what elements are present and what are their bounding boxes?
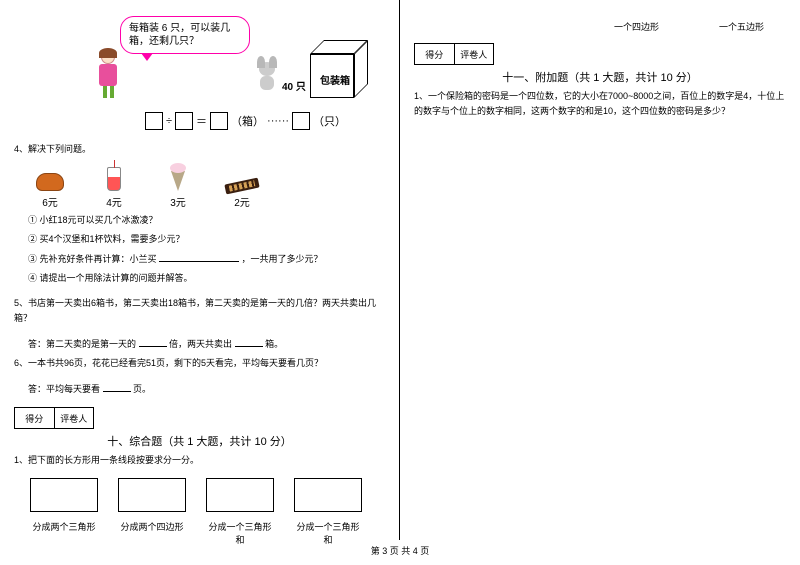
- label-d: 分成一个三角形和: [294, 520, 362, 546]
- top-label-b: 一个五边形: [719, 20, 764, 33]
- left-column: 每箱装 6 只，可以装几 箱，还剩几只？ 40 只 包装箱 ÷ ＝ （箱） ··…: [0, 0, 400, 540]
- label-c: 分成一个三角形和: [206, 520, 274, 546]
- rect-4: [294, 478, 362, 512]
- score-label: 得分: [15, 408, 55, 428]
- price-1: 6元: [30, 194, 70, 209]
- blank-box: [145, 112, 163, 130]
- item-icecream: 3元: [158, 163, 198, 209]
- section-10-title: 十、综合题（共 1 大题，共计 10 分）: [14, 433, 385, 449]
- label-b: 分成两个四边形: [118, 520, 186, 546]
- rect-2: [118, 478, 186, 512]
- drink-icon: [107, 167, 121, 191]
- fill-blank-sm: [103, 381, 131, 392]
- plush-toy-icon: [255, 62, 279, 92]
- unit-count: （只）: [313, 113, 346, 129]
- fill-blank-sm: [235, 336, 263, 347]
- chocolate-icon: [224, 178, 259, 195]
- grader-label: 评卷人: [55, 408, 94, 428]
- s10-q1: 1、把下面的长方形用一条线段按要求分一分。: [14, 453, 385, 468]
- price-4: 2元: [222, 194, 262, 209]
- score-label-r: 得分: [415, 44, 455, 64]
- q4-3: ③ 先补充好条件再计算：小兰买 ，一共用了多少元？: [28, 251, 385, 267]
- fill-blank-sm: [139, 336, 167, 347]
- q6-ans-b: 页。: [133, 384, 151, 394]
- child-figure: [95, 50, 121, 100]
- content-area: 4、解决下列问题。 6元 4元 3元 2元: [14, 138, 385, 546]
- blank-box: [292, 112, 310, 130]
- bubble-line2: 箱，还剩几只？: [129, 35, 241, 48]
- price-3: 3元: [158, 194, 198, 209]
- q4-title: 4、解决下列问题。: [14, 142, 385, 157]
- dots: ······: [267, 115, 289, 127]
- divide-sign: ÷: [166, 115, 172, 127]
- cone-icon: [171, 171, 185, 191]
- grader-label-r: 评卷人: [455, 44, 494, 64]
- box-label: 包装箱: [320, 72, 350, 87]
- score-box-right: 得分 评卷人: [414, 43, 494, 65]
- q5-ans-a: 答：第二天卖的是第一天的: [28, 339, 136, 349]
- unit-box: （箱）: [231, 113, 264, 129]
- burger-icon: [36, 173, 64, 191]
- s11-q1: 1、一个保险箱的密码是一个四位数，它的大小在7000~8000之间，百位上的数字…: [414, 89, 786, 119]
- equals-sign: ＝: [196, 113, 207, 129]
- q5-ans-b: 倍，两天共卖出: [169, 339, 232, 349]
- section-11-title: 十一、附加题（共 1 大题，共计 10 分）: [414, 69, 786, 85]
- q4-1: ① 小红18元可以买几个冰激凌？: [28, 213, 385, 228]
- top-label-a: 一个四边形: [614, 20, 659, 33]
- page-columns: 每箱装 6 只，可以装几 箱，还剩几只？ 40 只 包装箱 ÷ ＝ （箱） ··…: [0, 0, 800, 540]
- q4-3b: ，一共用了多少元？: [242, 254, 323, 264]
- item-chocolate: 2元: [222, 163, 262, 209]
- q4-2: ② 买4个汉堡和1杯饮料，需要多少元？: [28, 232, 385, 247]
- blank-box: [175, 112, 193, 130]
- label-a: 分成两个三角形: [30, 520, 98, 546]
- rect-1: [30, 478, 98, 512]
- box-3d-icon: [310, 40, 368, 98]
- top-shape-labels: 一个四边形 一个五边形: [614, 20, 786, 33]
- rect-labels: 分成两个三角形 分成两个四边形 分成一个三角形和 分成一个三角形和: [30, 520, 385, 546]
- blank-box: [210, 112, 228, 130]
- speech-bubble: 每箱装 6 只，可以装几 箱，还剩几只？: [120, 16, 250, 54]
- item-burger: 6元: [30, 163, 70, 209]
- price-2: 4元: [94, 194, 134, 209]
- qty-label: 40 只: [282, 78, 306, 93]
- q5-ans-c: 箱。: [265, 339, 283, 349]
- bubble-line1: 每箱装 6 只，可以装几: [129, 22, 241, 35]
- q4-3a: ③ 先补充好条件再计算：小兰买: [28, 254, 157, 264]
- items-row: 6元 4元 3元 2元: [30, 163, 385, 209]
- right-column: 一个四边形 一个五边形 得分 评卷人 十一、附加题（共 1 大题，共计 10 分…: [400, 0, 800, 540]
- score-box: 得分 评卷人: [14, 407, 94, 429]
- q6-answer: 答：平均每天要看 页。: [28, 381, 385, 397]
- fill-blank: [159, 251, 239, 262]
- q5-answer: 答：第二天卖的是第一天的 倍，两天共卖出 箱。: [28, 336, 385, 352]
- rectangles-row: [30, 478, 385, 512]
- q6: 6、一本书共96页，花花已经看完51页，剩下的5天看完，平均每天要看几页？: [14, 356, 385, 371]
- q4-4: ④ 请提出一个用除法计算的问题并解答。: [28, 271, 385, 286]
- q5: 5、书店第一天卖出6箱书，第二天卖出18箱书，第二天卖的是第一天的几倍？两天共卖…: [14, 296, 385, 326]
- equation-row: ÷ ＝ （箱） ······ （只）: [145, 112, 346, 130]
- item-drink: 4元: [94, 163, 134, 209]
- rect-3: [206, 478, 274, 512]
- q6-ans-a: 答：平均每天要看: [28, 384, 100, 394]
